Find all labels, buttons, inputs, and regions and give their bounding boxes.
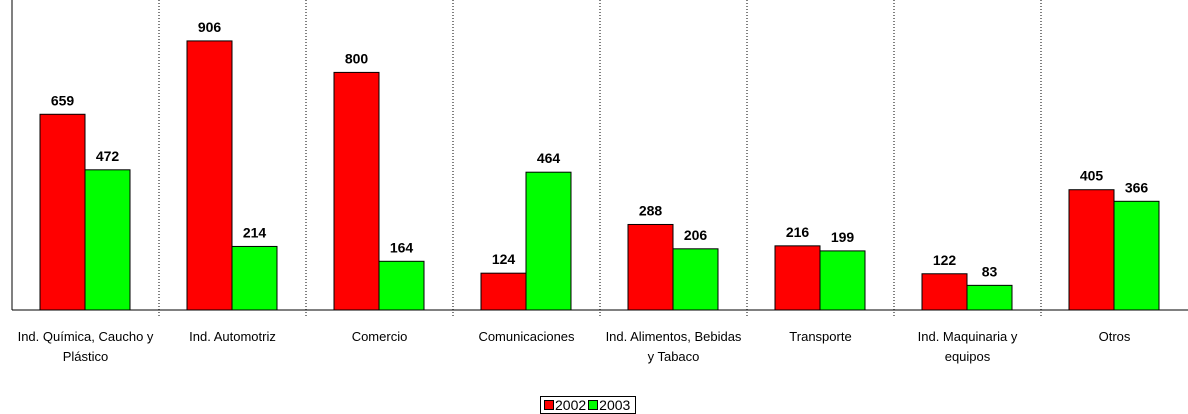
x-tick-label: Ind. Maquinaria y equipos <box>917 329 1018 364</box>
legend-item: 2002 <box>544 397 586 413</box>
bar <box>480 272 527 311</box>
data-label: 366 <box>1125 179 1149 195</box>
data-label: 199 <box>831 229 855 245</box>
legend-label: 2003 <box>599 397 631 413</box>
bar <box>39 113 86 311</box>
bar <box>921 273 968 311</box>
bar <box>774 245 821 311</box>
x-tick-label: Otros <box>1098 329 1131 344</box>
data-label: 206 <box>684 227 708 243</box>
bar <box>672 248 719 311</box>
bar <box>378 260 425 311</box>
data-label: 214 <box>243 224 267 240</box>
bar <box>186 40 233 311</box>
x-tick-label: Comunicaciones <box>478 329 575 344</box>
x-tick-label: Ind. Automotriz <box>189 329 276 344</box>
bar <box>1113 200 1160 311</box>
data-label: 405 <box>1080 168 1104 184</box>
data-label: 83 <box>982 263 998 279</box>
data-label: 124 <box>492 251 516 267</box>
data-label: 472 <box>96 148 120 164</box>
bar <box>84 169 131 311</box>
legend: 2002 2003 <box>540 396 637 414</box>
x-tick-label: Ind. Alimentos, Bebidas y Tabaco <box>605 329 742 364</box>
bar <box>1068 189 1115 311</box>
data-label: 216 <box>786 224 810 240</box>
bar <box>231 245 278 311</box>
x-tick-label: Comercio <box>351 329 408 344</box>
data-label: 288 <box>639 202 663 218</box>
data-label: 464 <box>537 150 561 166</box>
legend-swatch <box>544 400 554 410</box>
bar <box>819 250 866 311</box>
data-label: 906 <box>198 19 222 35</box>
x-tick-label: Transporte <box>789 329 852 344</box>
bar <box>333 71 380 311</box>
data-label: 659 <box>51 92 75 108</box>
bar <box>525 171 572 311</box>
bar <box>627 223 674 311</box>
data-label: 800 <box>345 50 369 66</box>
data-label: 122 <box>933 252 957 268</box>
legend-swatch <box>588 400 599 410</box>
data-label: 164 <box>390 239 414 255</box>
legend-label: 2002 <box>555 397 587 413</box>
legend-item: 2003 <box>588 397 630 413</box>
bar <box>966 284 1013 311</box>
x-tick-label: Ind. Química, Caucho y Plástico <box>17 329 154 364</box>
